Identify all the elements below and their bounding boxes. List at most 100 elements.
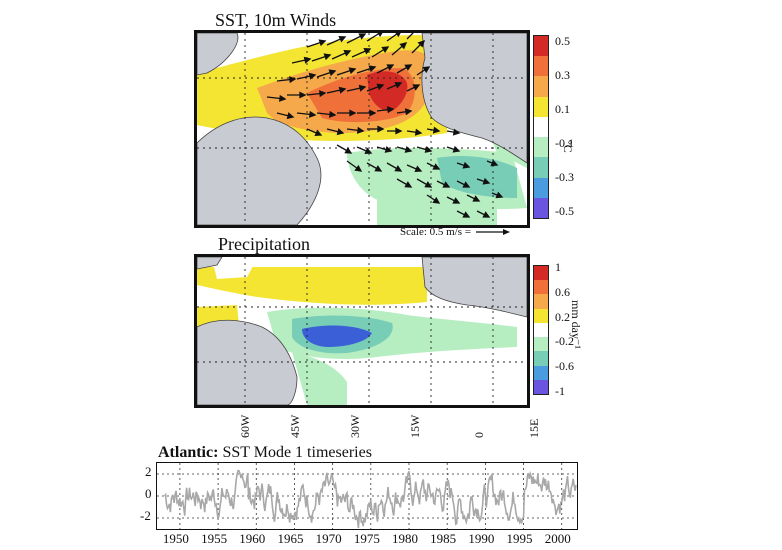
wind-arrow xyxy=(446,145,461,153)
wind-arrow xyxy=(391,42,408,56)
wind-arrow xyxy=(296,72,317,80)
wind-arrow xyxy=(406,84,421,92)
wind-arrow xyxy=(376,146,393,153)
wind-arrow xyxy=(396,146,413,153)
wind-arrow xyxy=(406,128,423,136)
land-masses xyxy=(197,257,527,405)
colorbar-tick-label: 0.3 xyxy=(555,68,570,82)
wind-arrow xyxy=(411,39,426,54)
precipitation-map xyxy=(194,254,530,408)
wind-arrow xyxy=(367,125,385,133)
wind-vectors xyxy=(266,33,504,218)
wind-arrow xyxy=(346,160,363,172)
wind-arrow xyxy=(426,126,441,134)
colorbar-tick-label: 1 xyxy=(555,260,561,274)
colorbar-tick-label: -0.2 xyxy=(555,334,574,349)
wind-arrow xyxy=(456,161,471,169)
timeseries-y-tick: -2 xyxy=(140,508,151,523)
colorbar-segment xyxy=(534,157,548,178)
timeseries-plot xyxy=(156,462,578,530)
timeseries-year-label: 1985 xyxy=(430,531,457,546)
wind-arrow xyxy=(316,69,337,78)
colorbar-segment xyxy=(534,76,548,97)
lat-lon-grid xyxy=(197,257,527,405)
colorbar-segment xyxy=(534,322,548,338)
timeseries-title-bold: Atlantic: xyxy=(158,444,219,461)
timeseries-y-tick: 0 xyxy=(145,486,152,501)
wind-arrow xyxy=(276,76,297,84)
wind-arrow xyxy=(266,94,287,102)
wind-arrow xyxy=(426,162,441,170)
wind-arrow xyxy=(406,33,418,40)
wind-arrow xyxy=(346,33,367,44)
timeseries-year-label: 1975 xyxy=(353,531,380,546)
wind-arrow xyxy=(326,128,345,136)
wind-arrow xyxy=(386,81,403,90)
colorbar-segment xyxy=(534,177,548,198)
wind-arrow xyxy=(396,64,413,74)
wind-arrow xyxy=(326,36,347,46)
longitude-label: 15E xyxy=(527,418,541,438)
wind-arrow xyxy=(491,191,504,199)
wind-arrow xyxy=(396,178,413,188)
longitude-label: 60W xyxy=(238,414,252,438)
precip-colorbar xyxy=(533,265,549,395)
wind-scale-label: Scale: 0.5 m/s = xyxy=(400,226,512,238)
colorbar-segment xyxy=(534,36,548,57)
colorbar-tick-label: 0.2 xyxy=(555,309,570,324)
longitude-label: 0 xyxy=(472,432,486,438)
colorbar-segment xyxy=(534,337,548,352)
wind-arrow xyxy=(306,128,323,137)
wind-arrow xyxy=(386,162,403,172)
wind-arrow xyxy=(276,112,295,120)
wind-arrow xyxy=(466,194,481,202)
wind-arrow xyxy=(357,109,377,117)
sst-colorbar xyxy=(533,35,549,219)
colorbar-segment xyxy=(534,197,548,218)
wind-arrow xyxy=(436,180,451,188)
wind-arrow xyxy=(366,162,383,172)
timeseries-year-label: 2000 xyxy=(544,531,571,546)
timeseries-y-tick: 2 xyxy=(145,464,152,479)
wind-arrow xyxy=(337,109,357,117)
wind-arrow xyxy=(416,66,431,76)
wind-arrow xyxy=(346,126,365,134)
colorbar-segment xyxy=(534,56,548,77)
timeseries-year-label: 1960 xyxy=(239,531,266,546)
longitude-label: 30W xyxy=(348,414,362,438)
wind-arrow xyxy=(291,56,312,64)
wind-arrow xyxy=(366,83,385,92)
sst-panel-title: SST, 10m Winds xyxy=(215,10,337,30)
wind-arrow xyxy=(371,46,390,58)
wind-arrow xyxy=(311,53,332,62)
colorbar-tick-label: 0.5 xyxy=(555,34,570,48)
colorbar-tick-label: 0.6 xyxy=(555,284,570,299)
colorbar-tick-label: 0.1 xyxy=(555,102,570,116)
wind-arrow xyxy=(346,84,367,92)
wind-arrow xyxy=(426,194,441,204)
sst-colorbar-unit: °C xyxy=(561,140,575,153)
colorbar-segment xyxy=(534,96,548,117)
wind-arrow xyxy=(356,146,373,155)
wind-arrow xyxy=(476,210,491,218)
longitude-label: 45W xyxy=(288,414,302,438)
wind-arrow xyxy=(331,50,352,60)
colorbar-segment xyxy=(534,280,548,295)
colorbar-segment xyxy=(534,308,548,323)
colorbar-segment xyxy=(534,266,548,281)
wind-arrow xyxy=(486,159,499,167)
land-masses xyxy=(197,33,527,225)
timeseries-title-text: SST Mode 1 timeseries xyxy=(222,444,372,461)
timeseries-year-label: 1950 xyxy=(162,531,189,546)
wind-arrow xyxy=(356,65,377,74)
timeseries-year-label: 1955 xyxy=(201,531,228,546)
wind-arrow xyxy=(366,33,383,42)
wind-arrow xyxy=(316,110,337,118)
timeseries-title: Atlantic: SST Mode 1 timeseries xyxy=(158,444,372,462)
wind-arrow xyxy=(396,108,413,116)
wind-arrow xyxy=(476,177,491,185)
wind-arrow xyxy=(456,180,471,188)
sst-wind-map xyxy=(194,30,530,228)
wind-arrow xyxy=(456,210,471,218)
colorbar-segment xyxy=(534,379,548,394)
